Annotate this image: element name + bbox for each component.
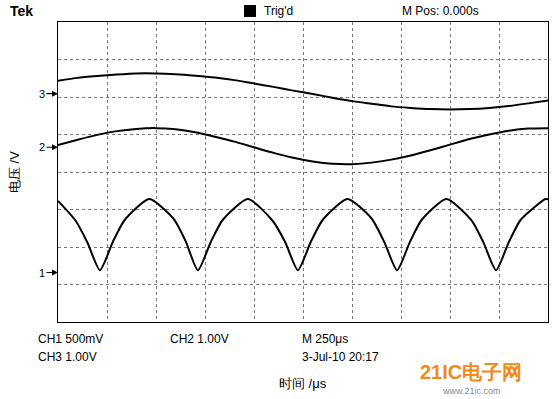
svg-text:M 250μs: M 250μs [302,332,348,346]
svg-text:Trig'd: Trig'd [264,4,293,18]
svg-text:电压 /V: 电压 /V [7,151,22,193]
svg-text:CH3 1.00V: CH3 1.00V [38,350,97,364]
svg-text:2: 2 [39,141,45,153]
svg-text:时间 /μs: 时间 /μs [279,376,327,391]
svg-text:Tek: Tek [10,3,33,19]
svg-text:21IC电子网: 21IC电子网 [420,361,522,383]
svg-text:3: 3 [39,88,45,100]
svg-text:CH2 1.00V: CH2 1.00V [170,332,229,346]
svg-text:M Pos: 0.000s: M Pos: 0.000s [402,4,479,18]
svg-text:CH1 500mV: CH1 500mV [38,332,103,346]
svg-text:www.21ic.com: www.21ic.com [442,386,501,396]
svg-text:1: 1 [39,267,45,279]
svg-text:3-Jul-10 20:17: 3-Jul-10 20:17 [302,350,379,364]
